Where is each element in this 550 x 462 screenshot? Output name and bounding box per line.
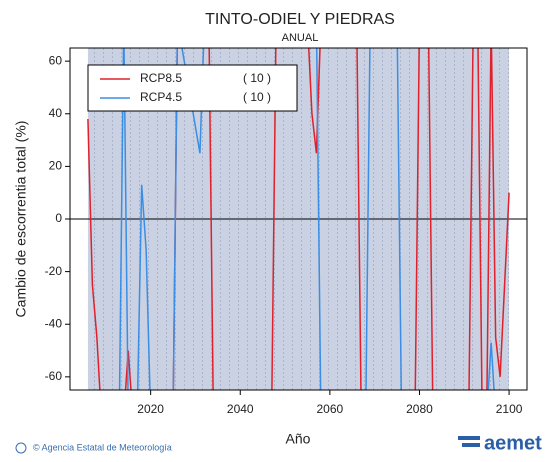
x-tick-label: 2040 xyxy=(227,402,254,416)
legend-label: RCP4.5 xyxy=(140,90,182,104)
y-tick-label: 20 xyxy=(49,159,63,173)
legend-box xyxy=(87,64,298,112)
legend-runs: ( 10 ) xyxy=(243,71,271,85)
y-tick-label: -20 xyxy=(45,264,63,278)
series-line xyxy=(87,48,510,390)
x-axis-label: Año xyxy=(286,431,311,447)
legend-label: RCP8.5 xyxy=(140,71,182,85)
y-tick-label: -40 xyxy=(45,316,63,330)
x-tick-label: 2060 xyxy=(317,402,344,416)
y-tick-label: -60 xyxy=(45,369,63,383)
x-tick-label: 2100 xyxy=(496,402,523,416)
chart-title: TINTO-ODIEL Y PIEDRAS xyxy=(205,11,395,28)
legend-runs: ( 10 ) xyxy=(243,90,271,104)
y-tick-label: 0 xyxy=(55,211,62,225)
y-tick-label: 60 xyxy=(49,53,63,67)
series-group xyxy=(87,48,510,390)
y-axis-label: Cambio de escorrentia total (%) xyxy=(13,121,29,318)
x-tick-label: 2080 xyxy=(406,402,433,416)
y-tick-label: 40 xyxy=(49,106,63,120)
logo-text: aemet xyxy=(484,432,542,454)
credit-text: © Agencia Estatal de Meteorología xyxy=(33,442,172,452)
series-line xyxy=(118,48,495,390)
x-tick-label: 2020 xyxy=(137,402,164,416)
logo: aemet xyxy=(458,432,542,454)
credit: © Agencia Estatal de Meteorología xyxy=(15,442,172,454)
chart-subtitle: ANUAL xyxy=(282,32,319,44)
plot-frame xyxy=(69,47,528,391)
